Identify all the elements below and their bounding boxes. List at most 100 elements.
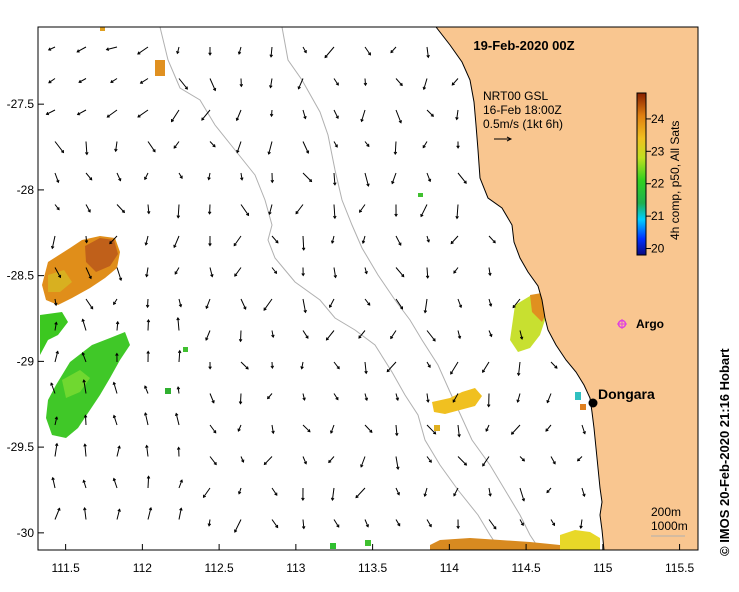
current-vector	[271, 235, 279, 244]
current-vector	[78, 78, 87, 83]
colorbar-tick-label: 23	[651, 144, 665, 158]
lon-tick-label: 115	[593, 561, 612, 575]
lat-tick-label: -30	[17, 526, 35, 540]
current-vector	[144, 385, 149, 394]
current-vector	[394, 204, 398, 218]
current-vector	[420, 204, 428, 218]
current-vector	[426, 172, 432, 183]
current-vector	[333, 109, 339, 120]
current-vector	[176, 386, 181, 394]
current-vector	[116, 172, 122, 182]
current-vector	[205, 298, 211, 310]
current-vector	[302, 393, 306, 401]
current-vector	[510, 424, 521, 435]
current-vector	[208, 46, 212, 56]
current-vector	[456, 141, 460, 149]
current-vector	[333, 172, 337, 186]
current-vector	[268, 204, 273, 216]
current-vector	[178, 479, 183, 489]
current-vector	[76, 46, 87, 53]
current-vector	[48, 78, 56, 84]
current-vector	[579, 519, 583, 529]
sst-pixel	[165, 388, 171, 394]
current-vector	[54, 442, 59, 457]
current-vector	[45, 109, 56, 116]
sst-pixel	[183, 347, 188, 352]
colorbar-ticks: 24 23 22 21 20	[646, 112, 665, 256]
current-vector	[550, 519, 556, 527]
current-vector	[364, 298, 371, 306]
current-vector	[333, 393, 339, 401]
current-vector	[51, 476, 56, 489]
current-vector	[333, 204, 337, 220]
current-vector	[488, 487, 492, 497]
current-vector	[238, 393, 243, 405]
current-vector	[112, 477, 118, 489]
current-vector	[240, 204, 250, 217]
current-vector	[54, 141, 65, 154]
sst-patch-south-yellow	[560, 530, 600, 550]
current-vector	[395, 267, 405, 278]
current-vector	[482, 456, 490, 467]
current-vector	[112, 381, 118, 394]
sst-pixel	[418, 193, 423, 197]
sst-patch-west-green	[40, 312, 68, 355]
current-vector	[105, 46, 118, 51]
current-vector	[240, 172, 244, 181]
current-vector	[423, 298, 428, 314]
sst-patch-west-mid	[48, 270, 72, 292]
current-vector	[116, 445, 121, 457]
argo-label: Argo	[636, 317, 664, 331]
lat-tick-label: -28.5	[7, 269, 35, 283]
sst-pixel	[580, 404, 586, 410]
current-vector	[54, 204, 60, 211]
current-vector	[457, 456, 468, 466]
current-vector	[300, 361, 304, 370]
current-vector	[82, 479, 87, 489]
current-vector	[50, 382, 56, 394]
sst-pixel	[434, 425, 440, 431]
current-vector	[237, 487, 242, 495]
sst-pixel	[100, 27, 105, 31]
current-vector	[395, 109, 402, 124]
current-vector	[426, 424, 437, 435]
current-vector	[328, 298, 335, 309]
current-vector	[391, 172, 397, 185]
current-vector	[456, 519, 460, 530]
current-vector	[364, 172, 370, 187]
current-vector	[426, 456, 432, 463]
current-vector	[422, 141, 428, 149]
current-vector	[333, 519, 340, 528]
current-vector	[486, 393, 491, 408]
current-vector	[115, 352, 119, 363]
current-vector	[546, 393, 552, 404]
current-vector	[550, 361, 558, 369]
current-vector	[395, 298, 404, 310]
current-vector	[302, 109, 307, 120]
sst-pixel	[155, 60, 165, 76]
current-vector	[202, 487, 211, 499]
current-vector	[363, 78, 368, 87]
current-vector	[208, 235, 212, 247]
current-vector	[455, 204, 459, 220]
current-vector	[519, 519, 524, 527]
sst-patch-west-warm-core	[85, 238, 118, 272]
current-vector	[139, 78, 149, 84]
colorbar-label: 4h comp, p50, All Sats	[668, 121, 682, 240]
current-vector	[390, 330, 397, 340]
sst-pixel	[365, 540, 371, 546]
current-vector	[267, 141, 273, 155]
current-vector	[174, 412, 180, 426]
current-vector	[426, 519, 432, 528]
current-vector	[519, 330, 524, 340]
current-vector	[145, 267, 149, 278]
current-vector	[240, 298, 247, 310]
current-vector	[112, 414, 118, 426]
current-vector	[395, 456, 400, 470]
current-vector	[235, 109, 242, 122]
current-vector	[457, 424, 461, 438]
current-vector	[174, 267, 180, 275]
current-vector	[301, 267, 305, 277]
current-vector	[386, 361, 397, 373]
current-vector	[238, 330, 243, 343]
